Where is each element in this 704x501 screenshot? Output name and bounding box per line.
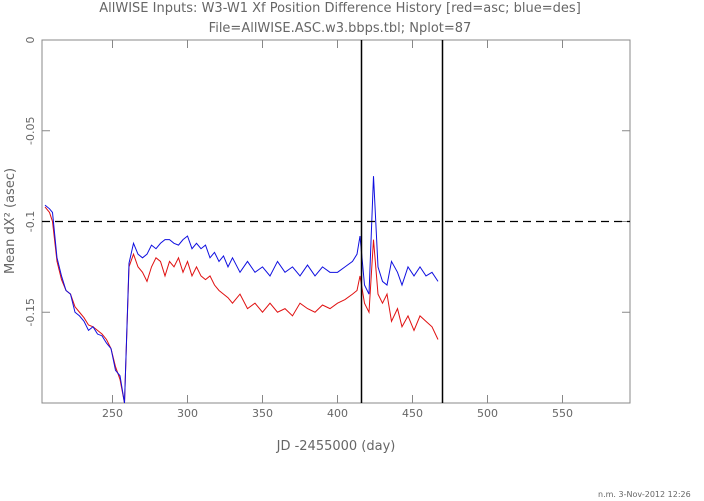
y-tick-label: 0 (24, 37, 37, 44)
x-axis-label: JD -2455000 (day) (276, 439, 396, 454)
y-axis-label: Mean dX² (asec) (3, 168, 18, 274)
x-tick-label: 250 (102, 407, 123, 420)
y-tick-label: -0.05 (24, 117, 37, 145)
series-line (44, 206, 439, 404)
x-tick-label: 350 (252, 407, 273, 420)
x-tick-label: 500 (477, 407, 498, 420)
x-tick-label: 300 (177, 407, 198, 420)
y-tick-label: -0.15 (24, 298, 37, 326)
chart-title: AllWISE Inputs: W3-W1 Xf Position Differ… (99, 1, 581, 16)
x-tick-label: 400 (327, 407, 348, 420)
timestamp: n.m. 3-Nov-2012 12:26 (598, 490, 691, 499)
series-line (44, 176, 439, 404)
y-tick-label: -0.1 (24, 211, 37, 232)
chart-subtitle: File=AllWISE.ASC.w3.bbps.tbl; Nplot=87 (209, 21, 472, 36)
x-tick-label: 550 (552, 407, 573, 420)
x-tick-label: 450 (402, 407, 423, 420)
